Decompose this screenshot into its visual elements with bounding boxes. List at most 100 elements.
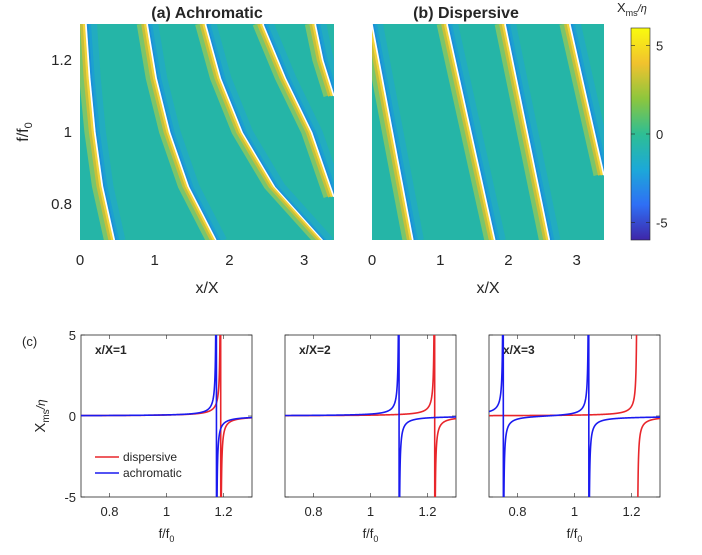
- x-tick-label: 1: [436, 252, 444, 269]
- resonance-curve: [149, 24, 223, 240]
- resonance-curve: [317, 24, 334, 89]
- resonance-curve: [80, 24, 113, 240]
- x-tick-label: 1.2: [214, 504, 232, 519]
- resonance-curve: [372, 24, 414, 240]
- x-tick-label: 0.8: [508, 504, 526, 519]
- x-axis-label: f/f0: [363, 526, 379, 544]
- resonance-curve: [372, 27, 413, 240]
- position-annotation: x/X=3: [503, 343, 535, 357]
- x-axis-label: f/f0: [159, 526, 175, 544]
- heatmap-achromatic: (a) Achromatic 0 1 2 3 0.8 1 1.2 x/X f/f0: [15, 5, 334, 297]
- series-achromatic: [489, 335, 660, 497]
- x-tick-label: 3: [573, 252, 581, 269]
- resonance-curve: [449, 24, 502, 240]
- resonance-curve: [195, 24, 319, 240]
- y-tick-label: 5: [69, 328, 76, 343]
- x-tick-label: 2: [504, 252, 512, 269]
- resonance-curve: [263, 24, 334, 195]
- resonance-curve: [372, 24, 417, 240]
- line-plot-3: 0.8 1 1.2 f/f0 x/X=3: [488, 334, 661, 544]
- resonance-curve: [199, 24, 321, 240]
- resonance-curve: [141, 24, 214, 240]
- position-annotation: x/X=1: [95, 343, 127, 357]
- resonance-curve: [265, 24, 334, 190]
- resonance-curve: [501, 24, 549, 240]
- x-axis-label: f/f0: [567, 526, 583, 544]
- resonance-curve: [559, 24, 601, 176]
- x-tick-label: 0.8: [100, 504, 118, 519]
- resonance-curve: [568, 24, 604, 176]
- resonance-curve: [447, 24, 499, 240]
- series-group: [489, 335, 660, 497]
- resonance-curve: [372, 34, 411, 240]
- resonance-curve: [443, 24, 495, 240]
- resonance-curve: [80, 24, 111, 240]
- ticks-b: 0 1 2 3: [368, 252, 581, 269]
- x-tick-label: 1.2: [622, 504, 640, 519]
- x-tick-label: 1: [571, 504, 578, 519]
- x-tick-label: 0: [368, 252, 376, 269]
- resonance-curve: [262, 24, 334, 198]
- series-achromatic: [81, 335, 252, 497]
- panel-label-c: (c): [22, 334, 37, 349]
- resonance-curve: [572, 24, 604, 165]
- x-tick-label: 2: [225, 252, 233, 269]
- resonance-curve: [570, 24, 604, 173]
- y-axis-label-a: f/f0: [15, 122, 35, 141]
- y-tick-label: 1: [64, 124, 72, 141]
- resonance-curves-b: [372, 24, 604, 240]
- resonance-curve: [574, 24, 604, 154]
- resonance-curve: [312, 24, 334, 97]
- resonance-curve: [566, 24, 604, 176]
- resonance-curve: [446, 24, 496, 240]
- resonance-curve: [91, 24, 126, 240]
- resonance-curve: [147, 24, 220, 240]
- resonance-curve: [136, 24, 213, 240]
- y-tick-label: -5: [64, 490, 76, 505]
- series-achromatic: [285, 335, 456, 497]
- x-tick-label: 3: [300, 252, 308, 269]
- x-tick-label: 1: [151, 252, 159, 269]
- resonance-curve: [86, 24, 118, 240]
- resonance-curve: [204, 24, 324, 240]
- panel-title-b: (b) Dispersive: [413, 5, 519, 22]
- resonance-curve: [82, 24, 114, 240]
- resonance-curve: [143, 24, 216, 240]
- resonance-curve: [510, 24, 561, 240]
- x-tick-label: 0: [76, 252, 84, 269]
- resonance-curve: [504, 24, 551, 240]
- resonance-curve: [146, 24, 217, 240]
- x-tick-label: 1: [163, 504, 170, 519]
- line-plot-2: 0.8 1 1.2 f/f0 x/X=2: [284, 334, 457, 544]
- resonance-curve: [259, 24, 334, 198]
- resonance-curve: [377, 24, 424, 240]
- line-plots: 0.8 1 1.2 5 0 -5 f/f0 x/X=1 dispersive achromatic…: [64, 328, 661, 544]
- resonance-curve: [268, 24, 334, 183]
- y-tick-label: 1.2: [51, 52, 72, 69]
- resonance-curve: [152, 24, 227, 240]
- colorbar: Xms/η 5 0 -5: [617, 0, 668, 241]
- resonance-curve: [505, 24, 553, 240]
- resonance-curve: [374, 24, 420, 240]
- resonance-curve: [210, 24, 334, 240]
- resonance-curve: [320, 24, 334, 81]
- resonance-curves-a: [80, 24, 334, 240]
- x-axis-label-b: x/X: [476, 280, 499, 297]
- legend: dispersive achromatic: [95, 450, 182, 480]
- ticks-a: 0 1 2 3 0.8 1 1.2: [51, 52, 308, 269]
- x-tick-label: 1: [367, 504, 374, 519]
- resonance-curve: [316, 24, 334, 94]
- resonance-curve: [88, 24, 121, 240]
- colorbar-tick-label: -5: [656, 215, 668, 230]
- resonance-curve: [309, 24, 332, 97]
- line-plot-1: 0.8 1 1.2 5 0 -5 f/f0 x/X=1 dispersive achromatic: [64, 328, 253, 544]
- colorbar-ticks: 5 0 -5: [631, 39, 668, 230]
- x-tick-label: 1.2: [418, 504, 436, 519]
- resonance-curve: [507, 24, 556, 240]
- x-axis-label-a: x/X: [195, 280, 218, 297]
- colorbar-title: Xms/η: [617, 0, 647, 18]
- resonance-curve: [372, 42, 410, 240]
- resonance-curve: [202, 24, 322, 240]
- position-annotation: x/X=2: [299, 343, 331, 357]
